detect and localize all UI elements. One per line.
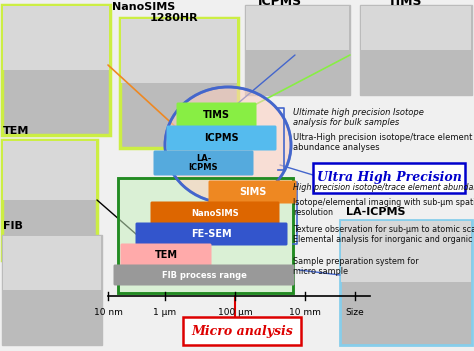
Text: Size: Size [346, 308, 365, 317]
FancyBboxPatch shape [154, 151, 254, 176]
Text: 10 nm: 10 nm [93, 308, 122, 317]
Bar [360, 5, 472, 95]
Text: Isotope/elemental imaging with sub-μm spatial
resolution: Isotope/elemental imaging with sub-μm sp… [293, 198, 474, 217]
Bar [313, 163, 465, 193]
Text: LA-
ICPMS: LA- ICPMS [189, 154, 218, 172]
Text: Sample preparation system for
micro sample: Sample preparation system for micro samp… [293, 257, 419, 276]
FancyBboxPatch shape [209, 180, 297, 204]
Text: TIMS: TIMS [388, 0, 422, 8]
Text: FIB: FIB [3, 221, 23, 231]
Bar [341, 221, 471, 282]
Text: ICPMS: ICPMS [258, 0, 302, 8]
Bar [183, 317, 301, 345]
FancyBboxPatch shape [136, 223, 288, 245]
Bar [361, 6, 471, 50]
Text: ICPMS: ICPMS [204, 133, 239, 143]
Text: TIMS: TIMS [203, 110, 230, 120]
Bar [120, 18, 238, 148]
Text: 100 μm: 100 μm [218, 308, 252, 317]
Text: TEM: TEM [155, 250, 177, 260]
Text: NanoSIMS: NanoSIMS [112, 2, 175, 12]
Bar [246, 6, 349, 50]
Bar [3, 6, 109, 70]
Text: FE-SEM: FE-SEM [191, 229, 232, 239]
FancyBboxPatch shape [151, 201, 280, 225]
Text: SIMS: SIMS [239, 187, 266, 197]
Bar [121, 19, 237, 83]
Bar [245, 5, 350, 95]
Bar [2, 235, 102, 345]
Bar [3, 236, 101, 290]
Text: Ultra-High precision isotope/trace element
abundance analyses: Ultra-High precision isotope/trace eleme… [293, 133, 473, 152]
Text: Ultimate high precision Isotope
analysis for bulk samples: Ultimate high precision Isotope analysis… [293, 108, 424, 127]
Text: FIB process range: FIB process range [162, 271, 246, 279]
Text: 10 mm: 10 mm [289, 308, 321, 317]
Bar [2, 140, 97, 260]
Bar [340, 220, 472, 345]
Text: NanoSIMS: NanoSIMS [191, 208, 239, 218]
Text: Texture observation for sub-μm to atomic scale
Elemental analysis for inorganic : Texture observation for sub-μm to atomic… [293, 225, 474, 244]
Text: LA-ICPMS: LA-ICPMS [346, 207, 405, 217]
Ellipse shape [165, 87, 291, 203]
Text: Micro analysis: Micro analysis [191, 325, 293, 338]
Text: 1 μm: 1 μm [154, 308, 176, 317]
Text: TEM: TEM [3, 126, 29, 136]
FancyBboxPatch shape [120, 244, 211, 266]
Text: High precision isotope/trace element abundance analyses: High precision isotope/trace element abu… [293, 183, 474, 192]
FancyBboxPatch shape [113, 265, 294, 285]
FancyBboxPatch shape [176, 102, 256, 127]
Bar [118, 178, 293, 293]
Text: Ultra High Precision: Ultra High Precision [317, 172, 461, 185]
Bar [3, 141, 96, 200]
Bar [118, 178, 293, 293]
Text: 1280HR: 1280HR [150, 13, 199, 23]
Bar [2, 5, 110, 135]
FancyBboxPatch shape [166, 126, 276, 151]
